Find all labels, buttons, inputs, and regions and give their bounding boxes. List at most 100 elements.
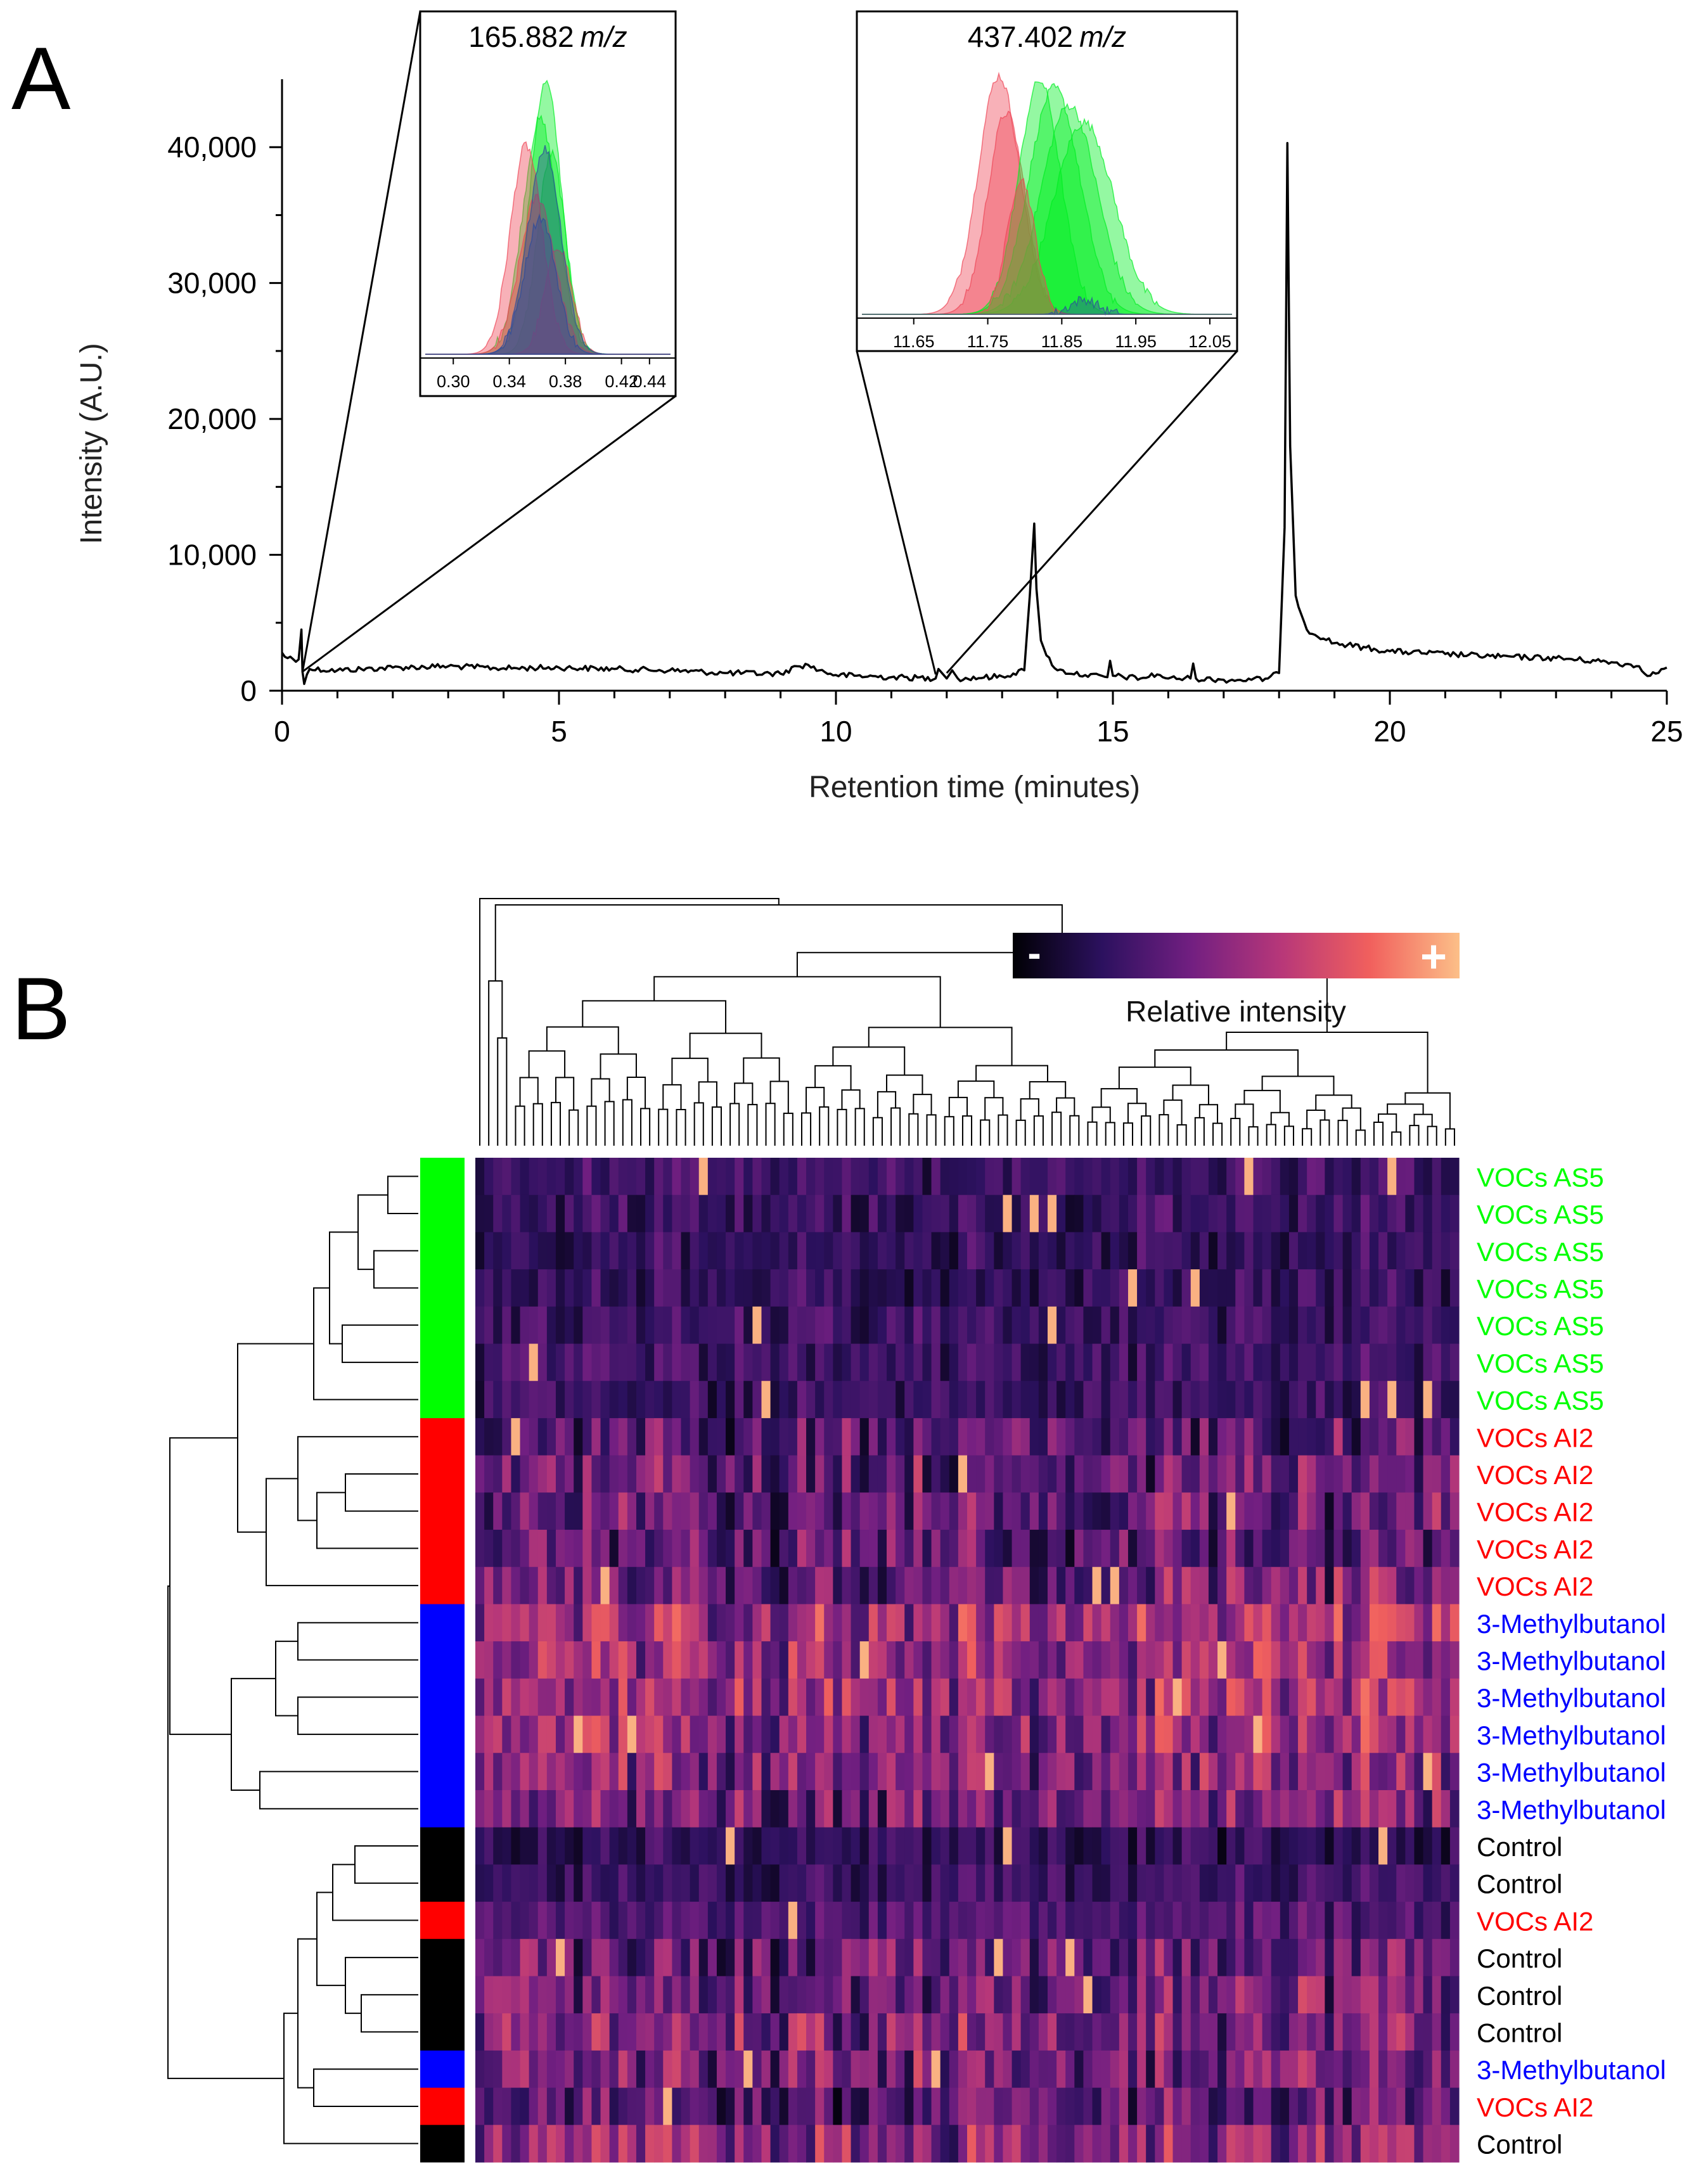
heatmap-cell <box>1146 1232 1155 1270</box>
heatmap-cell <box>1262 1381 1272 1419</box>
heatmap-cell <box>1280 2087 1290 2125</box>
heatmap-cell <box>1414 1827 1424 1865</box>
heatmap-cell <box>1137 1976 1146 2014</box>
heatmap-cell <box>555 1530 565 1568</box>
heatmap-cell <box>1307 1938 1316 1977</box>
heatmap-cell <box>636 1604 646 1642</box>
heatmap-cell <box>1441 1418 1451 1456</box>
heatmap-cell <box>922 1381 932 1419</box>
heatmap-cell <box>752 1530 762 1568</box>
heatmap-cell <box>851 1753 861 1791</box>
heatmap-cell <box>574 2087 583 2125</box>
heatmap-cell <box>1253 1455 1263 1493</box>
row-label: VOCs AS5 <box>1477 1274 1604 1303</box>
heatmap-cell <box>770 1530 780 1568</box>
heatmap-cell <box>1155 1864 1164 1902</box>
heatmap-cell <box>582 1715 593 1753</box>
heatmap-cell <box>1208 1678 1218 1717</box>
heatmap-cell <box>1199 1194 1209 1233</box>
heatmap-cell <box>707 1455 717 1493</box>
heatmap-cell <box>726 1790 735 1828</box>
heatmap-cell <box>591 2087 601 2125</box>
heatmap-cell <box>1092 1753 1102 1791</box>
heatmap-cell <box>663 1678 672 1717</box>
heatmap-cell <box>1137 1492 1146 1530</box>
heatmap-cell <box>1378 1753 1388 1791</box>
heatmap-cell <box>1244 1827 1254 1865</box>
heatmap-cell <box>609 2087 619 2125</box>
heatmap-cell <box>1056 1715 1066 1753</box>
heatmap-cell <box>735 1418 744 1456</box>
heatmap-cell <box>1208 1641 1218 1679</box>
heatmap-cell <box>546 1790 556 1828</box>
column-dendrogram-link <box>1378 1113 1397 1132</box>
heatmap-cell <box>1414 1790 1424 1828</box>
heatmap-cell <box>1011 1827 1022 1865</box>
heatmap-cell <box>1127 1827 1138 1865</box>
heatmap-cell <box>859 1381 870 1419</box>
heatmap-cell <box>770 1976 780 2014</box>
heatmap-cell <box>887 1381 896 1419</box>
heatmap-cell <box>868 1418 878 1456</box>
heatmap-cell <box>1333 1641 1344 1679</box>
column-dendrogram-link <box>1015 1119 1026 1146</box>
heatmap-cell <box>1449 1827 1460 1865</box>
heatmap-cell <box>663 1381 672 1419</box>
heatmap-cell <box>546 1604 556 1642</box>
heatmap-cell <box>1092 1678 1102 1717</box>
heatmap-cell <box>851 1678 861 1717</box>
heatmap-cell <box>931 1343 941 1381</box>
heatmap-cell <box>1074 1976 1084 2014</box>
heatmap-cell <box>1208 1902 1218 1940</box>
heatmap-cell <box>904 2013 914 2051</box>
heatmap-cell <box>824 1418 833 1456</box>
heatmap-cell <box>1110 1753 1120 1791</box>
heatmap-cell <box>1011 1753 1022 1791</box>
row-dendrogram-link <box>231 1677 276 1791</box>
inset-title-unit: m/z <box>1079 20 1126 53</box>
heatmap-cell <box>743 1232 753 1270</box>
heatmap-cell <box>1003 1158 1013 1196</box>
heatmap-cell <box>1325 1418 1335 1456</box>
heatmap-cell <box>1288 1604 1299 1642</box>
heatmap-cell <box>1307 1566 1316 1605</box>
heatmap-cell <box>976 1418 986 1456</box>
heatmap-cell <box>1208 1715 1218 1753</box>
heatmap-cell <box>1288 1418 1299 1456</box>
heatmap-cell <box>716 2087 726 2125</box>
heatmap-cell <box>1316 1530 1325 1568</box>
heatmap-cell <box>1414 1269 1424 1307</box>
heatmap-cell <box>1360 1678 1370 1717</box>
heatmap-cell <box>555 1641 565 1679</box>
column-dendrogram-link <box>984 1097 1004 1120</box>
heatmap-cell <box>1325 1864 1335 1902</box>
heatmap-cell <box>502 1864 512 1902</box>
heatmap-cell <box>475 1827 485 1865</box>
column-dendrogram-link <box>769 1080 789 1113</box>
column-dendrogram-link <box>800 1112 812 1146</box>
heatmap-cell <box>735 1678 744 1717</box>
inset-tick-label: 12.05 <box>1188 332 1231 351</box>
heatmap-cell <box>582 1976 593 2014</box>
heatmap-cell <box>1423 1938 1433 1977</box>
heatmap-cell <box>663 2125 672 2163</box>
heatmap-cell <box>618 1194 628 1233</box>
heatmap-cell <box>1003 1827 1013 1865</box>
heatmap-cell <box>1360 1604 1370 1642</box>
heatmap-cell <box>752 1492 762 1530</box>
heatmap-cell <box>1083 1641 1093 1679</box>
heatmap-cell <box>1038 1790 1048 1828</box>
heatmap-cell <box>949 1269 959 1307</box>
heatmap-cell <box>493 1269 503 1307</box>
heatmap-cell <box>618 1790 628 1828</box>
row-dendrogram-link <box>354 1845 418 1884</box>
heatmap-cell <box>681 1566 691 1605</box>
heatmap-cell <box>1298 1715 1307 1753</box>
heatmap-cell <box>1172 1715 1183 1753</box>
heatmap-cell <box>1011 1232 1022 1270</box>
heatmap-cell <box>493 1938 503 1977</box>
heatmap-cell <box>645 1269 655 1307</box>
heatmap-cell <box>654 1566 664 1605</box>
heatmap-cell <box>1083 1604 1093 1642</box>
heatmap-cell <box>591 1306 601 1345</box>
